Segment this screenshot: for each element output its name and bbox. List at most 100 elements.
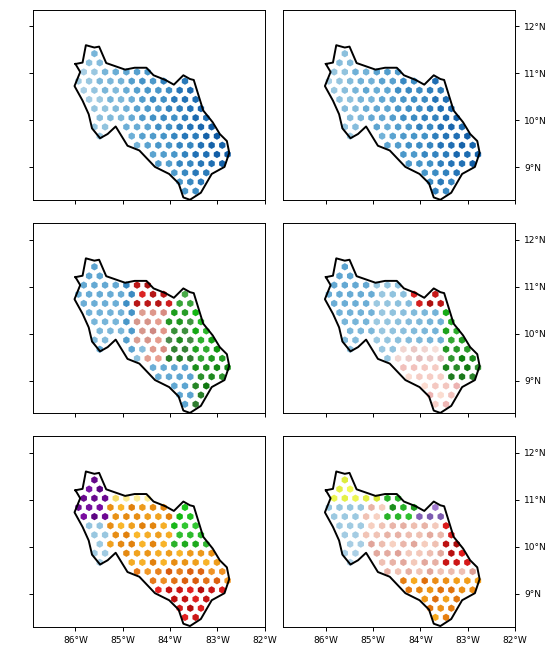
Point <box>415 335 424 345</box>
Point <box>101 316 110 327</box>
Point <box>95 502 104 512</box>
Point <box>447 140 456 151</box>
Point <box>127 539 136 550</box>
Point <box>79 280 88 290</box>
Point <box>367 502 376 512</box>
Point <box>452 381 461 391</box>
Point <box>122 280 131 290</box>
Point <box>133 335 141 345</box>
Point <box>335 58 344 68</box>
Point <box>186 353 195 364</box>
Point <box>191 520 200 531</box>
Point <box>111 316 120 327</box>
Point <box>442 612 450 623</box>
Point <box>420 344 429 355</box>
Point <box>383 103 392 114</box>
Point <box>346 484 355 495</box>
Point <box>415 511 424 522</box>
Point <box>356 307 365 318</box>
Point <box>340 493 349 504</box>
Point <box>175 316 184 327</box>
Point <box>170 539 179 550</box>
Point <box>207 353 216 364</box>
Point <box>330 280 339 290</box>
Point <box>399 520 408 531</box>
Point <box>191 362 200 373</box>
Point <box>202 131 210 141</box>
Point <box>95 484 104 495</box>
Point <box>442 344 450 355</box>
Point <box>186 585 195 595</box>
Point <box>362 530 370 540</box>
Point <box>404 316 413 327</box>
Point <box>144 140 152 151</box>
Point <box>378 557 386 568</box>
Point <box>154 353 163 364</box>
Point <box>383 530 392 540</box>
Point <box>442 168 450 178</box>
Point <box>351 335 360 345</box>
Point <box>383 353 392 364</box>
Point <box>144 530 152 540</box>
Point <box>95 94 104 105</box>
Point <box>117 76 125 86</box>
Point <box>149 344 157 355</box>
Point <box>101 511 110 522</box>
Point <box>207 585 216 595</box>
Point <box>133 121 141 132</box>
Point <box>404 511 413 522</box>
Point <box>351 530 360 540</box>
Point <box>362 511 370 522</box>
Point <box>340 475 349 485</box>
Point <box>122 103 131 114</box>
Point <box>399 94 408 105</box>
Point <box>170 113 179 123</box>
Point <box>181 502 190 512</box>
Point <box>101 280 110 290</box>
Point <box>149 520 157 531</box>
Point <box>431 326 439 336</box>
Point <box>356 76 365 86</box>
Point <box>159 289 168 300</box>
Point <box>154 585 163 595</box>
Point <box>175 85 184 95</box>
Point <box>389 289 397 300</box>
Point <box>90 530 99 540</box>
Point <box>373 493 381 504</box>
Point <box>181 539 190 550</box>
Point <box>420 113 429 123</box>
Point <box>383 316 392 327</box>
Point <box>170 594 179 605</box>
Point <box>431 502 439 512</box>
Point <box>346 307 355 318</box>
Point <box>207 121 216 132</box>
Point <box>420 326 429 336</box>
Point <box>85 484 94 495</box>
Point <box>175 585 184 595</box>
Point <box>133 103 141 114</box>
Point <box>127 113 136 123</box>
Point <box>436 603 445 613</box>
Point <box>393 67 402 78</box>
Point <box>335 271 344 281</box>
Point <box>426 85 435 95</box>
Point <box>181 94 190 105</box>
Point <box>431 539 439 550</box>
Point <box>197 316 206 327</box>
Point <box>218 566 227 577</box>
Point <box>197 176 206 187</box>
Point <box>335 289 344 300</box>
Point <box>378 131 386 141</box>
Point <box>138 344 147 355</box>
Point <box>122 511 131 522</box>
Point <box>149 289 157 300</box>
Point <box>389 557 397 568</box>
Point <box>399 76 408 86</box>
Point <box>426 316 435 327</box>
Point <box>170 362 179 373</box>
Point <box>452 362 461 373</box>
Point <box>404 335 413 345</box>
Point <box>324 289 333 300</box>
Point <box>175 176 184 187</box>
Point <box>175 530 184 540</box>
